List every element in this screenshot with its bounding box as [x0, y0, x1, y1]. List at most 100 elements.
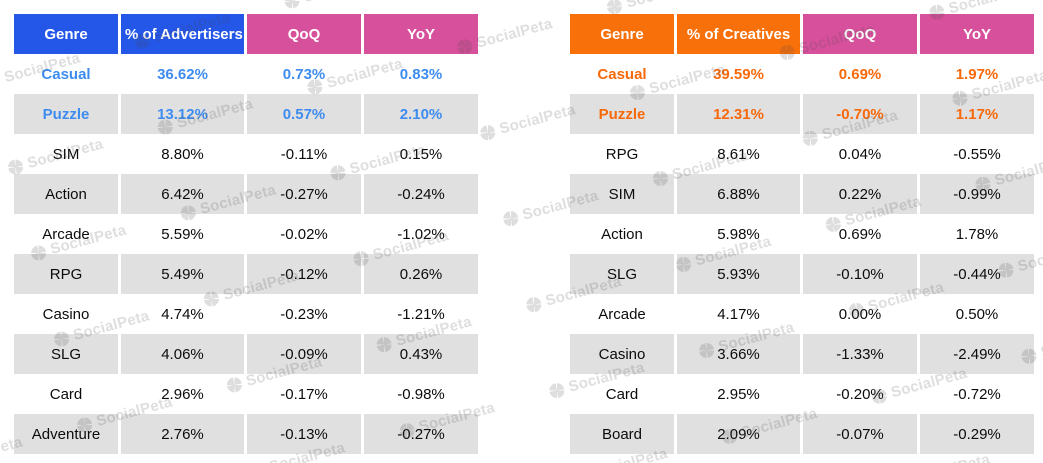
value-cell: 4.06% — [118, 334, 244, 374]
value-cell: 8.80% — [118, 134, 244, 174]
value-cell: 39.59% — [674, 54, 800, 94]
value-cell: -1.02% — [361, 214, 478, 254]
value-cell: 0.83% — [361, 54, 478, 94]
table-row: Casual 39.59% 0.69% 1.97% — [570, 54, 1034, 94]
value-cell: 0.00% — [800, 294, 917, 334]
value-cell: 0.04% — [800, 134, 917, 174]
value-cell: 0.69% — [800, 214, 917, 254]
table-row: Adventure 2.76% -0.13% -0.27% — [14, 414, 478, 454]
value-cell: 2.10% — [361, 94, 478, 134]
value-cell: -0.17% — [244, 374, 361, 414]
genre-cell: Action — [601, 225, 643, 243]
table-row: SIM 8.80% -0.11% 0.15% — [14, 134, 478, 174]
value-cell: -0.44% — [917, 254, 1034, 294]
value-cell: 0.26% — [361, 254, 478, 294]
value-cell: -0.12% — [244, 254, 361, 294]
genre-cell: Card — [49, 385, 83, 403]
value-cell: 0.73% — [244, 54, 361, 94]
table-row: Action 6.42% -0.27% -0.24% — [14, 174, 478, 214]
value-cell: -0.27% — [361, 414, 478, 454]
tables-container: Genre% of Advertisers QoQ YoY Casual 36.62% 0… — [14, 14, 1034, 454]
table-row: Card 2.95% -0.20% -0.72% — [570, 374, 1034, 414]
header-row: Genre% of Advertisers QoQ YoY — [14, 14, 478, 54]
genre-cell: Puzzle — [598, 105, 646, 123]
value-cell: -0.98% — [361, 374, 478, 414]
value-cell: -0.11% — [244, 134, 361, 174]
watermark-text: SocialPeta — [0, 348, 1, 385]
value-cell: -1.21% — [361, 294, 478, 334]
value-cell: 3.66% — [674, 334, 800, 374]
genre-cell: SIM — [608, 185, 636, 203]
value-cell: -0.70% — [800, 94, 917, 134]
value-cell: 2.96% — [118, 374, 244, 414]
value-cell: 2.76% — [118, 414, 244, 454]
value-cell: -1.33% — [800, 334, 917, 374]
table-row: Arcade 4.17% 0.00% 0.50% — [570, 294, 1034, 334]
value-cell: 5.98% — [674, 214, 800, 254]
watermark-text: SocialPeta — [624, 0, 704, 12]
col-header-yoy: YoY — [361, 14, 478, 54]
genre-cell: Adventure — [31, 425, 101, 443]
col-header-of-creatives: % of Creatives — [674, 14, 800, 54]
value-cell: 5.49% — [118, 254, 244, 294]
value-cell: 4.74% — [118, 294, 244, 334]
table-row: Action 5.98% 0.69% 1.78% — [570, 214, 1034, 254]
value-cell: -2.49% — [917, 334, 1034, 374]
table-row: Puzzle 12.31% -0.70% 1.17% — [570, 94, 1034, 134]
value-cell: 5.93% — [674, 254, 800, 294]
table-row: Casual 36.62% 0.73% 0.83% — [14, 54, 478, 94]
col-header-genre: Genre — [14, 14, 118, 54]
col-header-of-advertisers: % of Advertisers — [118, 14, 244, 54]
value-cell: 1.17% — [917, 94, 1034, 134]
socialpeta-logo-icon — [0, 71, 2, 91]
value-cell: 0.22% — [800, 174, 917, 214]
value-cell: 2.09% — [674, 414, 800, 454]
genre-cell: Casino — [42, 305, 90, 323]
value-cell: 0.57% — [244, 94, 361, 134]
watermark: SocialPeta — [0, 348, 1, 390]
value-cell: 0.43% — [361, 334, 478, 374]
table-row: Card 2.96% -0.17% -0.98% — [14, 374, 478, 414]
genre-cell: Arcade — [42, 225, 90, 243]
creatives-genre-table: Genre% of Creatives QoQ YoY Casual 39.59% 0.6… — [570, 14, 1034, 454]
value-cell: -0.02% — [244, 214, 361, 254]
value-cell: 1.97% — [917, 54, 1034, 94]
table-row: SLG 4.06% -0.09% 0.43% — [14, 334, 478, 374]
value-cell: -0.27% — [244, 174, 361, 214]
watermark-text: SocialPeta — [302, 0, 382, 6]
genre-cell: Casual — [41, 65, 91, 83]
value-cell: 0.15% — [361, 134, 478, 174]
value-cell: -0.99% — [917, 174, 1034, 214]
value-cell: -0.24% — [361, 174, 478, 214]
value-cell: 6.88% — [674, 174, 800, 214]
value-cell: 36.62% — [118, 54, 244, 94]
value-cell: 12.31% — [674, 94, 800, 134]
genre-cell: SLG — [606, 265, 637, 283]
socialpeta-logo-icon — [282, 0, 302, 11]
value-cell: -0.20% — [800, 374, 917, 414]
value-cell: -0.29% — [917, 414, 1034, 454]
value-cell: 8.61% — [674, 134, 800, 174]
genre-cell: Casino — [598, 345, 646, 363]
value-cell: 1.78% — [917, 214, 1034, 254]
table-row: Casino 3.66% -1.33% -2.49% — [570, 334, 1034, 374]
genre-cell: Board — [601, 425, 643, 443]
genre-cell: Card — [605, 385, 639, 403]
col-header-genre: Genre — [570, 14, 674, 54]
watermark: SocialPeta — [0, 0, 59, 5]
genre-cell: Arcade — [598, 305, 646, 323]
value-cell: -0.72% — [917, 374, 1034, 414]
value-cell: -0.23% — [244, 294, 361, 334]
value-cell: -0.55% — [917, 134, 1034, 174]
table-row: RPG 8.61% 0.04% -0.55% — [570, 134, 1034, 174]
table-row: Puzzle 13.12% 0.57% 2.10% — [14, 94, 478, 134]
genre-cell: Puzzle — [42, 105, 90, 123]
col-header-qoq: QoQ — [800, 14, 917, 54]
value-cell: 5.59% — [118, 214, 244, 254]
value-cell: -0.09% — [244, 334, 361, 374]
table-row: Board 2.09% -0.07% -0.29% — [570, 414, 1034, 454]
table-row: SIM 6.88% 0.22% -0.99% — [570, 174, 1034, 214]
value-cell: -0.07% — [800, 414, 917, 454]
watermark: SocialPeta — [282, 0, 382, 11]
